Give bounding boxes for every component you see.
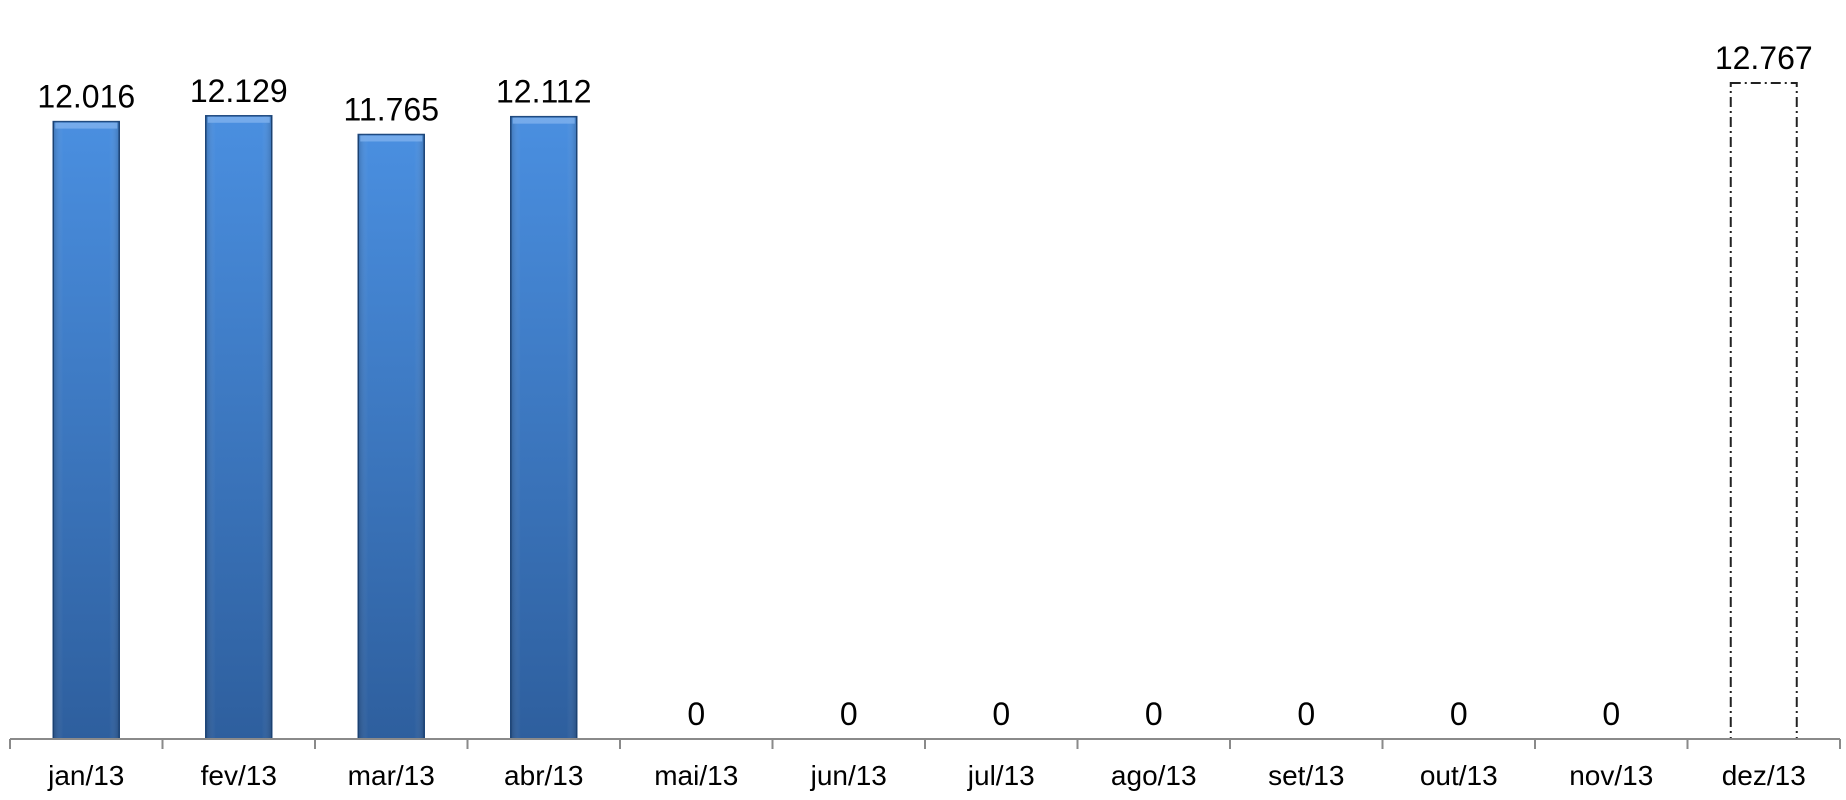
bar-mar-13 — [357, 133, 425, 740]
data-label-jul-13: 0 — [992, 696, 1010, 732]
bars-layer — [52, 82, 1798, 740]
x-tick-label-mar-13: mar/13 — [348, 760, 435, 791]
data-label-ago-13: 0 — [1145, 696, 1163, 732]
data-label-mai-13: 0 — [687, 696, 705, 732]
data-label-dez-13: 12.767 — [1715, 40, 1813, 76]
x-tick-label-jun-13: jun/13 — [810, 760, 887, 791]
x-tick-label-mai-13: mai/13 — [654, 760, 738, 791]
bar-fev-13 — [205, 115, 273, 740]
data-labels-layer: 12.016 12.129 11.765 12.112 0 0 0 0 0 0 0 12.767 — [37, 40, 1812, 732]
x-tick-label-dez-13: dez/13 — [1722, 760, 1806, 791]
data-label-jun-13: 0 — [840, 696, 858, 732]
x-tick-label-nov-13: nov/13 — [1569, 760, 1653, 791]
x-tick-label-jan-13: jan/13 — [47, 760, 124, 791]
data-label-set-13: 0 — [1297, 696, 1315, 732]
data-label-mar-13: 11.765 — [344, 91, 440, 127]
data-label-abr-13: 12.112 — [496, 74, 592, 110]
data-label-nov-13: 0 — [1602, 696, 1620, 732]
x-tick-label-out-13: out/13 — [1420, 760, 1498, 791]
bar-jan-13 — [52, 120, 120, 740]
data-label-jan-13: 12.016 — [37, 79, 135, 115]
data-label-out-13: 0 — [1450, 696, 1468, 732]
x-axis: jan/13 fev/13 mar/13 abr/13 mai/13 jun/13 jul/… — [9, 738, 1841, 791]
x-tick-label-ago-13: ago/13 — [1111, 760, 1197, 791]
x-tick-label-fev-13: fev/13 — [201, 760, 277, 791]
x-tick-label-abr-13: abr/13 — [504, 760, 583, 791]
x-tick-label-jul-13: jul/13 — [967, 760, 1035, 791]
bar-dez-13 — [1729, 82, 1798, 740]
data-label-fev-13: 12.129 — [190, 73, 288, 109]
bar-abr-13 — [510, 115, 578, 740]
x-tick-label-set-13: set/13 — [1268, 760, 1344, 791]
